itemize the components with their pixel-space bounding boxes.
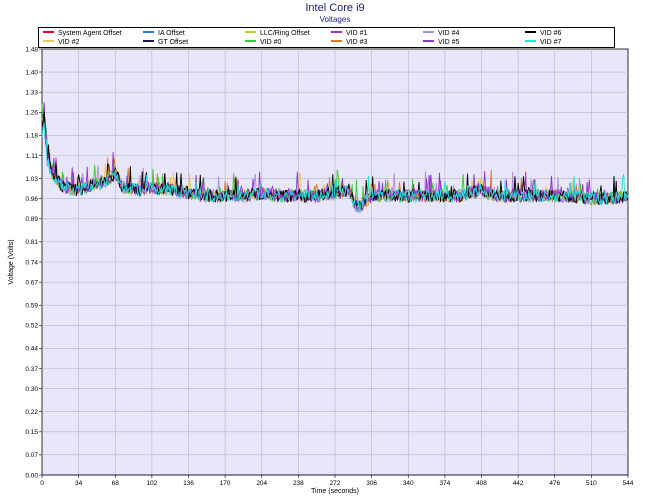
legend-label: VID #2 — [58, 39, 80, 46]
legend-item: System Agent Offset — [43, 29, 122, 38]
x-tick-label: 340 — [403, 480, 414, 487]
x-tick-label: 272 — [330, 480, 341, 487]
x-tick-label: 204 — [256, 480, 267, 487]
x-tick-label: 34 — [75, 480, 83, 487]
y-tick-label: 0.52 — [25, 323, 38, 330]
legend-label: GT Offset — [158, 39, 189, 46]
series-line — [41, 112, 629, 213]
x-tick-label: 68 — [112, 480, 120, 487]
y-tick-label: 0.74 — [25, 259, 38, 266]
legend-label: VID #5 — [438, 39, 460, 46]
series-layer — [41, 102, 629, 476]
series-line — [41, 111, 629, 210]
x-tick-label: 102 — [146, 480, 157, 487]
y-tick-label: 1.11 — [26, 153, 39, 160]
legend-item: VID #6 — [525, 29, 561, 38]
legend-swatch — [331, 40, 342, 43]
legend-swatch — [43, 40, 54, 43]
legend-item: IA Offset — [143, 29, 185, 38]
legend-item: VID #4 — [423, 29, 459, 38]
chart-subtitle: Voltages — [319, 15, 351, 24]
legend-label: VID #0 — [260, 39, 282, 46]
x-tick-label: 0 — [40, 480, 44, 487]
x-tick-label: 510 — [586, 480, 597, 487]
x-axis: 0 34 68 102 136 170 204 238 272 306 340 374 408 442 47… — [40, 475, 634, 487]
y-tick-label: 0.59 — [25, 302, 38, 309]
legend-label: VID #6 — [540, 30, 562, 37]
legend-item: VID #0 — [245, 38, 281, 47]
legend-item: LLC/Ring Offset — [245, 29, 310, 38]
y-tick-label: 0.37 — [25, 366, 38, 373]
legend-swatch — [525, 31, 536, 34]
y-tick-label: 1.03 — [25, 176, 38, 183]
y-tick-label: 1.48 — [25, 46, 38, 53]
x-tick-label: 442 — [513, 480, 524, 487]
chart-title: Intel Core i9 — [305, 2, 365, 14]
legend-label: VID #7 — [540, 39, 562, 46]
x-tick-label: 476 — [549, 480, 560, 487]
legend-item: VID #2 — [43, 38, 79, 47]
chart-legend: System Agent Offset IA Offset LLC/Ring Off… — [38, 27, 615, 48]
legend-swatch — [331, 31, 342, 34]
legend-swatch — [143, 31, 154, 34]
legend-item: GT Offset — [143, 38, 188, 47]
x-tick-label: 408 — [476, 480, 487, 487]
x-tick-label: 238 — [293, 480, 304, 487]
legend-item: VID #7 — [525, 38, 561, 47]
y-tick-label: 0.81 — [25, 239, 38, 246]
series-line — [41, 122, 629, 214]
legend-swatch — [423, 40, 434, 43]
y-tick-label: 0.07 — [25, 452, 38, 459]
y-tick-label: 0.67 — [25, 279, 38, 286]
y-axis: 0.00 0.07 0.15 0.22 0.30 0.37 0.44 0.52 0.59 0.67… — [25, 46, 42, 479]
y-tick-label: 0.96 — [25, 196, 38, 203]
legend-swatch — [245, 31, 256, 34]
x-tick-label: 544 — [623, 480, 634, 487]
y-tick-label: 0.30 — [25, 386, 38, 393]
y-tick-label: 0.22 — [25, 409, 38, 416]
y-tick-label: 0.89 — [25, 216, 38, 223]
legend-item: VID #5 — [423, 38, 459, 47]
legend-swatch — [423, 31, 434, 34]
x-tick-label: 306 — [366, 480, 377, 487]
legend-swatch — [245, 40, 256, 43]
x-tick-label: 374 — [439, 480, 450, 487]
x-axis-title: Time (seconds) — [311, 488, 359, 495]
legend-label: LLC/Ring Offset — [260, 30, 310, 37]
legend-label: VID #3 — [346, 39, 368, 46]
legend-label: VID #1 — [346, 30, 368, 37]
y-tick-label: 1.40 — [25, 69, 38, 76]
y-tick-label: 0.15 — [25, 429, 38, 436]
x-tick-label: 170 — [220, 480, 231, 487]
legend-label: System Agent Offset — [58, 30, 122, 37]
legend-item: VID #3 — [331, 38, 367, 47]
legend-swatch — [43, 31, 54, 34]
y-tick-label: 1.18 — [25, 133, 38, 140]
legend-swatch — [143, 40, 154, 43]
y-tick-label: 0.44 — [25, 346, 38, 353]
legend-item: VID #1 — [331, 29, 367, 38]
legend-label: IA Offset — [158, 30, 185, 37]
x-tick-label: 136 — [183, 480, 194, 487]
y-tick-label: 1.33 — [25, 89, 38, 96]
y-tick-label: 1.26 — [25, 110, 38, 117]
y-axis-title: Voltage (Volts) — [8, 239, 15, 284]
y-tick-label: 0.00 — [25, 472, 38, 479]
legend-label: VID #4 — [438, 30, 460, 37]
legend-swatch — [525, 40, 536, 43]
